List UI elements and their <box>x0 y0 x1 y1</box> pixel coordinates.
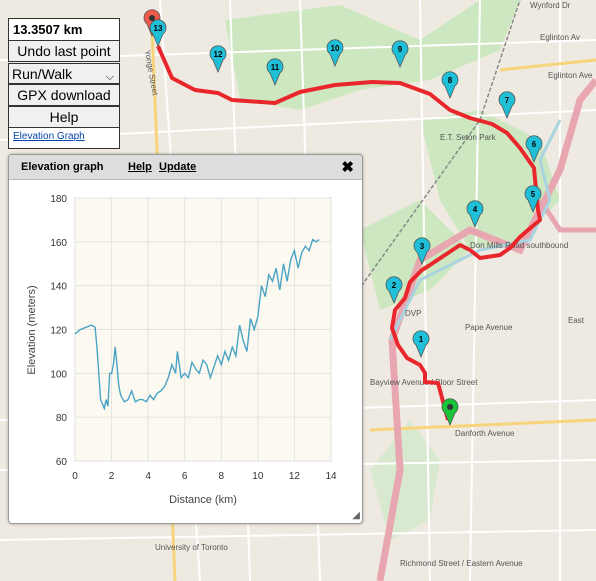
waypoint-marker[interactable]: 4 <box>466 200 484 229</box>
resize-handle-icon[interactable]: ◢ <box>352 510 360 521</box>
waypoint-marker[interactable]: 5 <box>524 185 542 214</box>
waypoint-marker[interactable]: 11 <box>266 58 284 87</box>
undo-last-point-button[interactable]: Undo last point <box>8 40 120 62</box>
y-tick-label: 140 <box>50 282 67 293</box>
x-tick-label: 6 <box>182 471 188 482</box>
don-river <box>388 119 562 341</box>
panel-title: Elevation graph <box>21 161 104 173</box>
pin-label: 9 <box>398 45 403 54</box>
y-tick-label: 80 <box>56 413 68 424</box>
waypoint-marker[interactable]: 6 <box>525 135 543 164</box>
map-marker-icon <box>209 45 227 74</box>
park-area <box>420 110 560 250</box>
map-marker-icon <box>466 200 484 229</box>
elevation-panel-header: Elevation graph Help Update ✖ <box>9 155 362 180</box>
map-marker-icon <box>524 185 542 214</box>
gpx-download-button[interactable]: GPX download <box>8 84 120 106</box>
mode-select-value: Run/Walk <box>12 66 73 82</box>
map-marker-icon <box>498 91 516 120</box>
y-ticks: 60 80 100 120 140 160 180 <box>50 194 67 468</box>
dvp-highway <box>376 77 596 581</box>
distance-readout: 13.3507 km <box>8 18 120 41</box>
x-ticks: 0 2 4 6 8 10 12 14 <box>72 471 337 482</box>
close-icon[interactable]: ✖ <box>341 159 354 176</box>
map-label: Wynford Dr <box>530 1 571 10</box>
y-tick-label: 180 <box>50 194 67 205</box>
map-label: Eglinton Ave <box>548 71 593 80</box>
map-label: Pape Avenue <box>465 323 513 332</box>
pin-label: 6 <box>532 140 537 149</box>
map-marker-icon <box>413 237 431 266</box>
map-marker-icon <box>326 39 344 68</box>
y-tick-label: 160 <box>50 238 67 249</box>
elevation-series <box>74 238 320 411</box>
map-marker-icon <box>525 135 543 164</box>
elevation-graph-link[interactable]: Elevation Graph <box>13 131 85 142</box>
waypoint-marker[interactable]: 3 <box>413 237 431 266</box>
map-label: Richmond Street / Eastern Avenue <box>400 559 523 568</box>
map-label: Danforth Avenue <box>455 429 515 438</box>
map-marker-icon <box>149 19 167 48</box>
route-line <box>156 45 542 421</box>
y-tick-label: 100 <box>50 369 67 380</box>
x-tick-label: 14 <box>325 471 337 482</box>
park-area <box>225 0 520 110</box>
waypoint-marker[interactable]: 10 <box>326 39 344 68</box>
elevation-link-box: Elevation Graph <box>8 127 120 149</box>
x-tick-label: 8 <box>219 471 225 482</box>
map-marker-icon <box>441 71 459 100</box>
x-axis-label: Distance (km) <box>169 494 237 506</box>
map-label: Eglinton Av <box>540 33 580 42</box>
map-label: Don Mills Road southbound <box>470 241 568 250</box>
pin-label: 2 <box>392 281 397 290</box>
waypoint-marker[interactable]: 9 <box>391 40 409 69</box>
map-label: University of Toronto <box>155 543 228 552</box>
pin-label: 1 <box>419 335 424 344</box>
map-label: DVP <box>405 309 421 318</box>
help-button[interactable]: Help <box>8 106 120 128</box>
pin-label: 3 <box>420 242 425 251</box>
x-tick-label: 12 <box>289 471 301 482</box>
panel-update-link[interactable]: Update <box>159 161 197 173</box>
waypoint-marker[interactable]: 2 <box>385 276 403 305</box>
pin-label: 8 <box>448 76 453 85</box>
pin-label: 7 <box>505 96 510 105</box>
mode-select[interactable]: Run/Walk ⌵ <box>8 63 120 84</box>
pin-label: 4 <box>473 205 478 214</box>
waypoint-marker[interactable]: 8 <box>441 71 459 100</box>
panel-help-link[interactable]: Help <box>128 161 152 173</box>
pin-label: 5 <box>531 190 536 199</box>
pin-label: 12 <box>214 50 223 59</box>
y-tick-label: 60 <box>56 457 68 468</box>
marker-dot <box>149 15 155 21</box>
map-marker-icon <box>391 40 409 69</box>
waypoint-marker[interactable]: 13 <box>149 19 167 48</box>
y-axis-label: Elevation (meters) <box>26 285 38 374</box>
chart-grid <box>74 197 332 462</box>
pin-label: 10 <box>331 44 340 53</box>
marker-dot <box>447 404 453 410</box>
waypoint-marker[interactable]: 12 <box>209 45 227 74</box>
waypoint-marker[interactable]: 7 <box>498 91 516 120</box>
map-marker-icon <box>412 330 430 359</box>
map-marker-icon <box>266 58 284 87</box>
chevron-down-icon: ⌵ <box>105 71 114 83</box>
pin-label: 13 <box>154 24 163 33</box>
waypoint-marker[interactable]: 1 <box>412 330 430 359</box>
x-tick-label: 0 <box>72 471 78 482</box>
x-tick-label: 10 <box>252 471 264 482</box>
map-marker-icon <box>385 276 403 305</box>
map-label: East <box>568 316 585 325</box>
park-area <box>370 420 440 540</box>
start-marker[interactable] <box>441 398 459 427</box>
x-tick-label: 4 <box>145 471 151 482</box>
pin-label: 11 <box>271 63 280 72</box>
y-tick-label: 120 <box>50 326 67 337</box>
x-tick-label: 2 <box>109 471 115 482</box>
elevation-chart: 0 2 4 6 8 10 12 14 60 80 100 120 140 160 180 Distance… <box>26 194 337 506</box>
map-label: E.T. Seton Park <box>440 133 497 142</box>
elevation-panel: Elevation graph Help Update ✖ 0 2 4 6 8 10 12 1… <box>8 154 363 524</box>
map-marker-icon <box>441 398 459 427</box>
